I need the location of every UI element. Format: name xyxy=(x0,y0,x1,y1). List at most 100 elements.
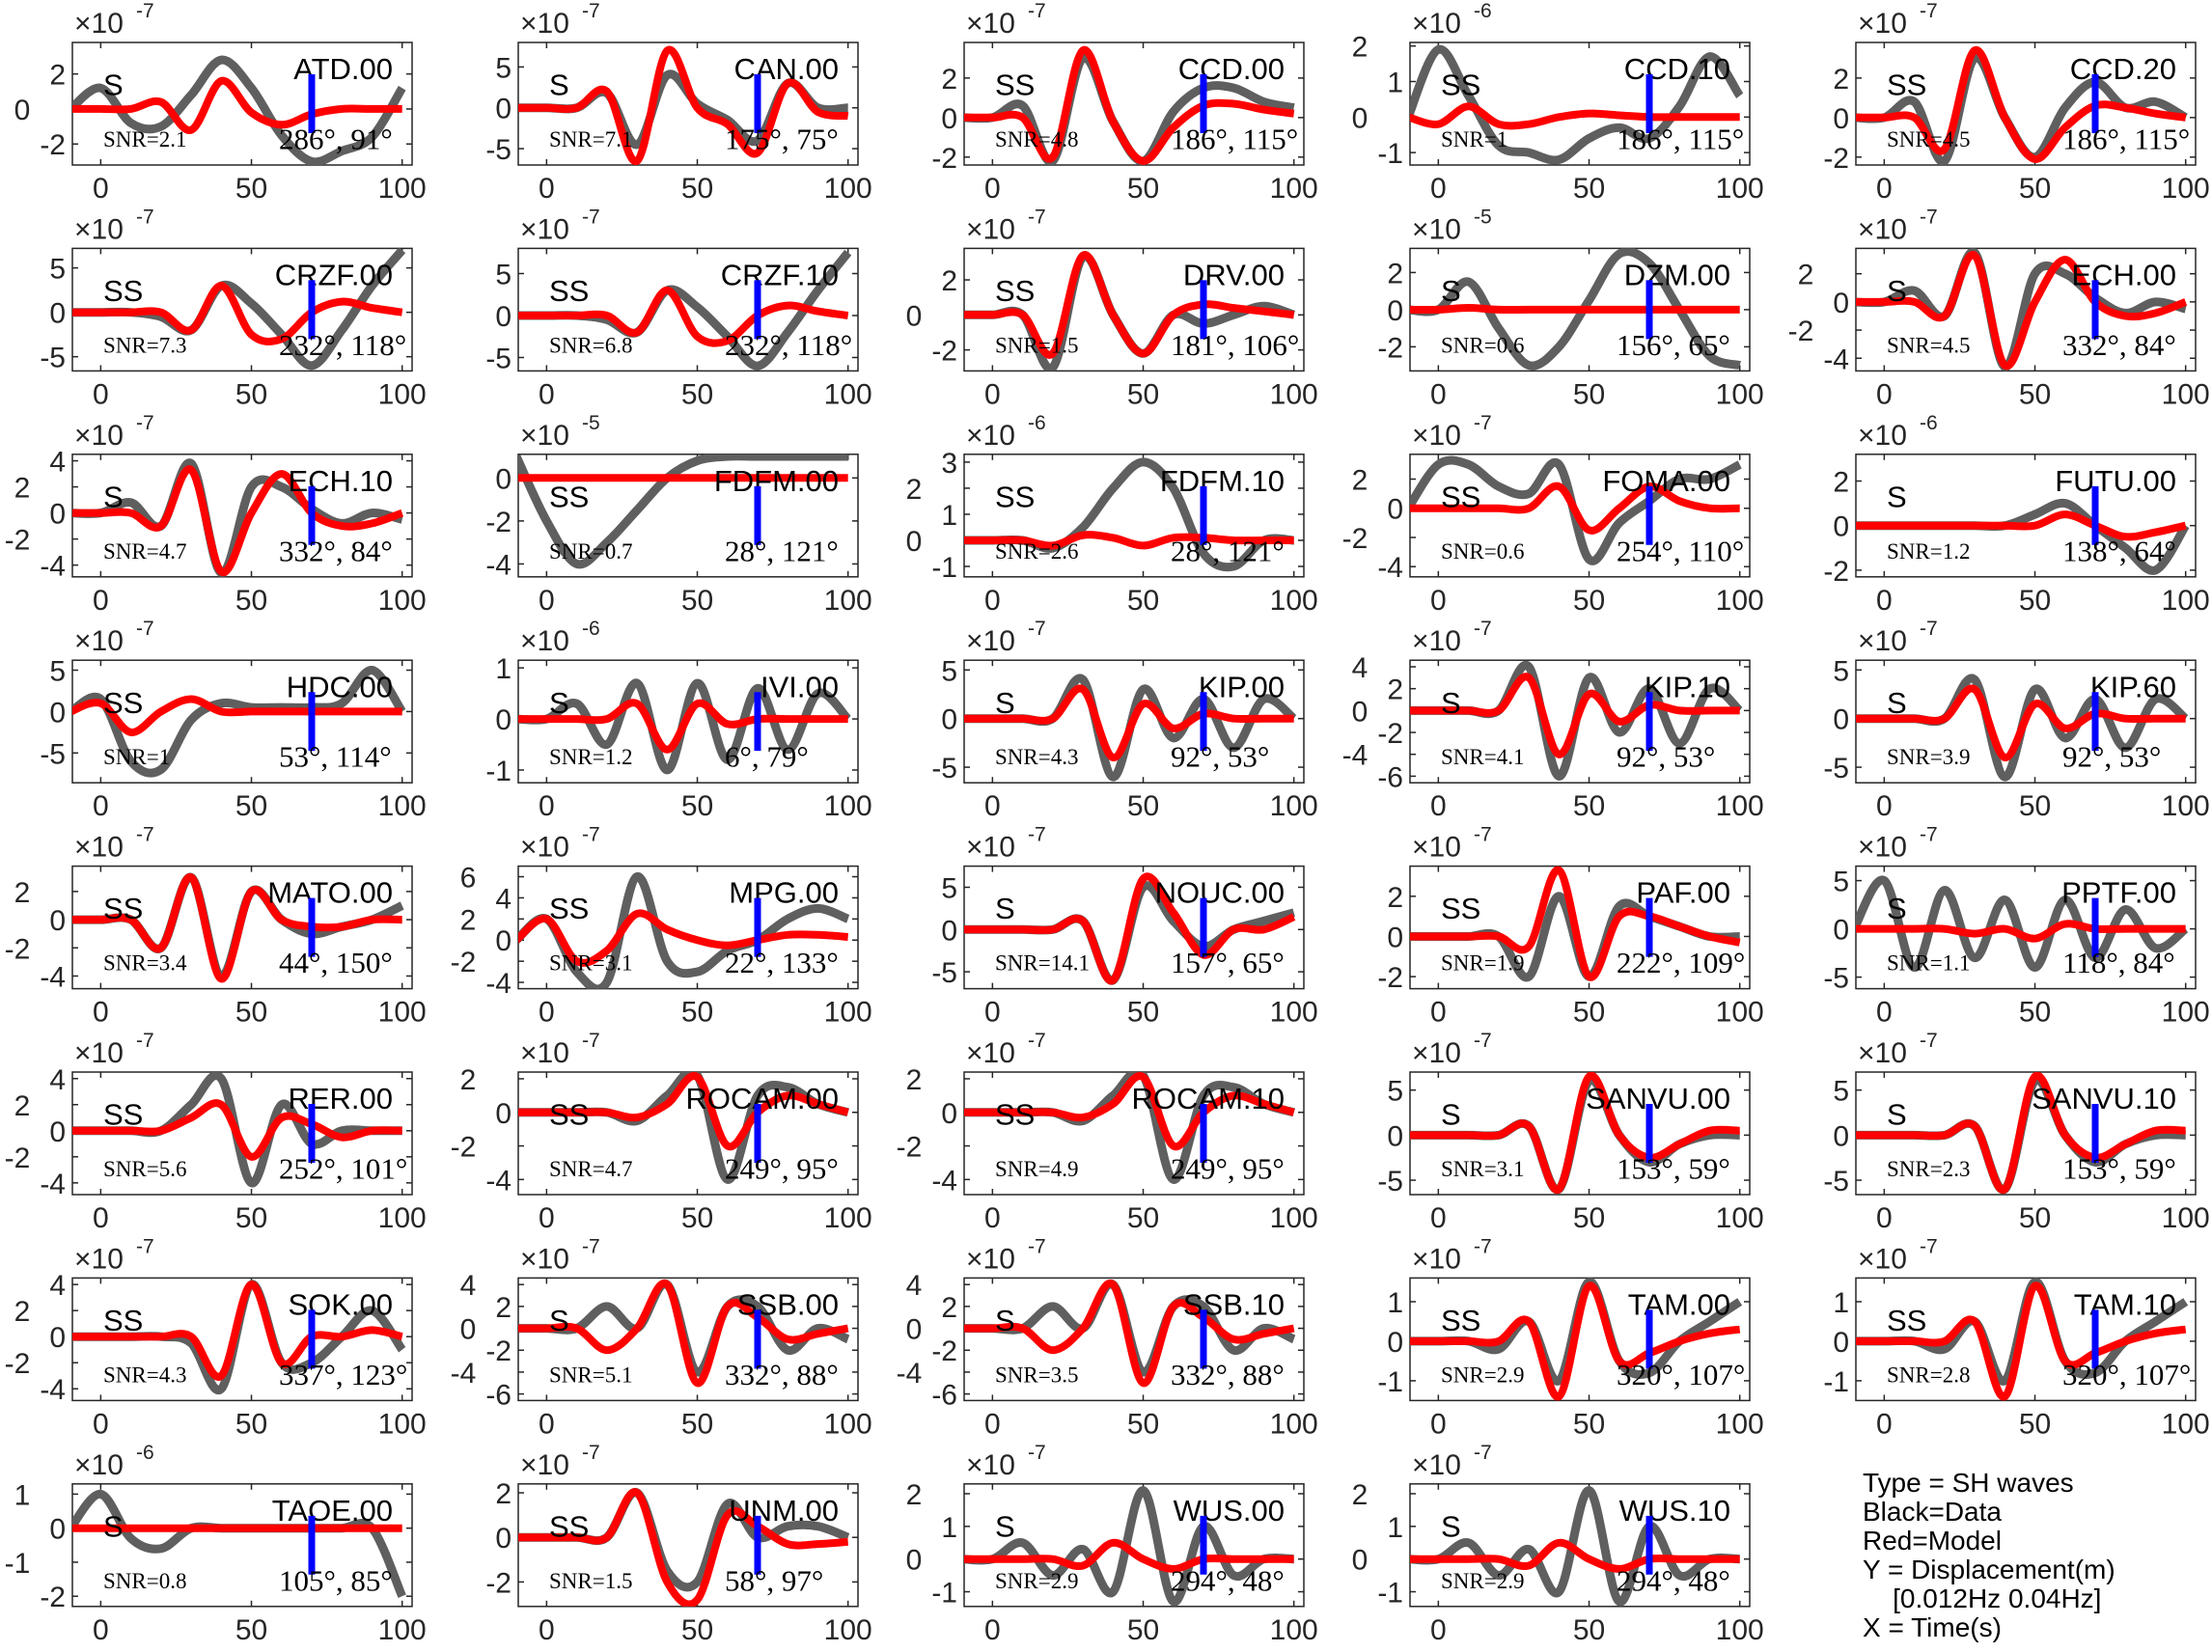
azimuth-distance-label: 286°, 91° xyxy=(279,122,393,155)
station-label: FOMA.00 xyxy=(1602,464,1730,498)
legend: Type = SH waves Black=Data Red=Model Y =… xyxy=(1863,1469,2115,1642)
scale-exponent: -5 xyxy=(1474,206,1492,228)
waveforms xyxy=(1410,248,1742,371)
phase-label: S xyxy=(1887,274,1907,308)
y-tick-label: 0 xyxy=(941,103,957,135)
station-label: HDC.00 xyxy=(287,670,393,703)
data-waveform xyxy=(1410,44,1744,165)
x-tick-label: 0 xyxy=(1876,585,1893,617)
model-waveform xyxy=(72,282,403,345)
x-tick-label: 100 xyxy=(2162,1408,2210,1440)
station-label: CRZF.00 xyxy=(275,259,393,292)
waveforms xyxy=(72,458,404,577)
waveforms xyxy=(72,1072,402,1188)
y-tick-label: 4 xyxy=(906,1270,923,1302)
scale-exponent: -7 xyxy=(136,0,154,22)
subplot-nouc-00: 0 50 100 -5 0 5 ×10 -7 S NOUC.00 SNR=14.1 157°, 65° xyxy=(931,824,1317,1029)
station-label: SOK.00 xyxy=(288,1288,393,1322)
scale-factor: ×10 xyxy=(74,625,124,657)
scale-factor: ×10 xyxy=(520,1037,569,1069)
model-waveform xyxy=(1856,510,2187,541)
snr-label: SNR=2.8 xyxy=(1887,1363,1970,1387)
legend-line: Black=Data xyxy=(1863,1497,2002,1527)
y-tick-label: 4 xyxy=(49,1270,66,1302)
y-tick-label: 0 xyxy=(1833,1120,1849,1152)
subplot-kip-00: 0 50 100 -5 0 5 ×10 -7 S KIP.00 SNR=4.3 92°, 53° xyxy=(931,618,1317,822)
y-tick-label: -1 xyxy=(5,1548,31,1580)
y-tick-label: -5 xyxy=(931,957,957,989)
waveforms xyxy=(518,1488,850,1607)
y-tick-label: 0 xyxy=(906,300,923,332)
station-label: CCD.20 xyxy=(2070,52,2176,86)
y-tick-label: 0 xyxy=(1833,288,1849,319)
x-tick-label: 50 xyxy=(235,378,267,410)
scale-exponent: -7 xyxy=(136,206,154,228)
scale-exponent: -7 xyxy=(1474,1030,1492,1052)
y-tick-label: 0 xyxy=(49,1322,66,1354)
scale-exponent: -6 xyxy=(1028,412,1046,434)
phase-label: SS xyxy=(995,480,1035,513)
waveforms xyxy=(964,872,1296,985)
waveforms xyxy=(518,45,849,165)
snr-label: SNR=14.1 xyxy=(995,951,1090,976)
data-waveform xyxy=(1410,248,1742,371)
scale-factor: ×10 xyxy=(966,8,1015,40)
y-tick-label: 0 xyxy=(1833,1327,1849,1359)
model-waveform xyxy=(1410,1538,1740,1573)
legend-line: Type = SH waves xyxy=(1863,1468,2074,1498)
scale-exponent: -7 xyxy=(136,1030,154,1052)
subplot-sanvu-10: 0 50 100 -5 0 5 ×10 -7 S SANVU.10 SNR=2.3 153°, 59° xyxy=(1823,1030,2209,1234)
y-tick-label: -2 xyxy=(897,1132,923,1164)
data-waveform xyxy=(1410,1486,1740,1607)
waveforms xyxy=(964,251,1296,372)
waveforms xyxy=(518,1072,849,1184)
phase-label: SS xyxy=(995,1098,1035,1132)
phase-label: SS xyxy=(1887,69,1926,102)
phase-label: SS xyxy=(549,1098,589,1132)
x-tick-label: 50 xyxy=(1127,173,1159,205)
y-tick-label: 1 xyxy=(941,500,957,532)
y-tick-label: 4 xyxy=(1352,652,1369,684)
phase-label: SS xyxy=(995,274,1035,308)
scale-exponent: -7 xyxy=(1028,0,1046,22)
x-tick-label: 0 xyxy=(984,1202,1001,1234)
x-tick-label: 50 xyxy=(2019,1202,2051,1234)
x-tick-label: 0 xyxy=(93,997,109,1029)
x-tick-label: 0 xyxy=(1876,790,1893,822)
x-tick-label: 0 xyxy=(539,1202,555,1234)
scale-factor: ×10 xyxy=(74,8,124,40)
x-tick-label: 50 xyxy=(1127,378,1159,410)
x-tick-label: 0 xyxy=(1430,1408,1447,1440)
x-tick-label: 50 xyxy=(2019,790,2051,822)
y-tick-label: -5 xyxy=(40,343,66,374)
y-tick-label: 4 xyxy=(49,447,66,479)
y-tick-label: 2 xyxy=(1352,1479,1369,1511)
azimuth-distance-label: 252°, 101° xyxy=(279,1151,407,1185)
x-tick-label: 100 xyxy=(2162,1202,2210,1234)
x-tick-label: 0 xyxy=(93,790,109,822)
y-tick-label: -2 xyxy=(1377,332,1403,364)
y-tick-label: 2 xyxy=(1798,260,1814,291)
y-tick-label: -5 xyxy=(485,134,512,166)
y-tick-label: 0 xyxy=(49,1116,66,1148)
station-label: TAM.10 xyxy=(2074,1288,2176,1322)
subplot-dzm-00: 0 50 100 -2 0 2 ×10 -5 S DZM.00 SNR=0.6 156°, 65° xyxy=(1377,206,1763,410)
y-tick-label: -4 xyxy=(485,1165,512,1197)
snr-label: SNR=4.1 xyxy=(1441,745,1524,769)
azimuth-distance-label: 294°, 48° xyxy=(1617,1563,1730,1597)
scale-factor: ×10 xyxy=(966,213,1015,245)
x-tick-label: 0 xyxy=(984,997,1001,1029)
scale-exponent: -7 xyxy=(1474,1235,1492,1257)
x-tick-label: 100 xyxy=(824,790,872,822)
station-label: ECH.00 xyxy=(2071,259,2176,292)
phase-label: S xyxy=(1441,686,1461,720)
y-tick-label: 0 xyxy=(1387,1327,1403,1359)
data-waveform xyxy=(964,1486,1294,1607)
phase-label: S xyxy=(549,69,569,102)
snr-label: SNR=7.1 xyxy=(549,127,632,151)
phase-label: S xyxy=(1441,1098,1461,1132)
azimuth-distance-label: 332°, 84° xyxy=(2062,328,2176,362)
y-tick-label: -2 xyxy=(931,143,957,175)
